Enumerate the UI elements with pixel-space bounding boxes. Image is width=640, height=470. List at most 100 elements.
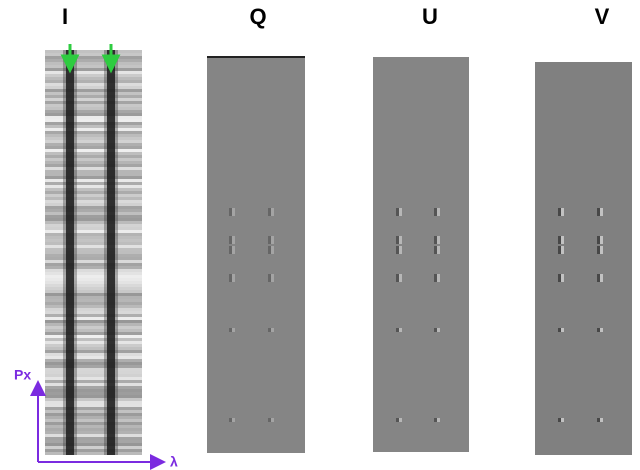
bright-spot — [399, 328, 402, 332]
stripe — [45, 89, 142, 92]
stripe — [45, 404, 142, 407]
stripe — [45, 50, 142, 53]
stripe — [45, 413, 142, 416]
stripe — [45, 392, 142, 395]
stripe — [45, 206, 142, 209]
stripe — [45, 215, 142, 218]
stripe — [45, 242, 142, 245]
dark-spot — [597, 246, 600, 254]
dark-spot — [597, 208, 600, 216]
dark-spot — [558, 418, 561, 422]
stripe — [45, 191, 142, 194]
dark-spot — [229, 328, 232, 332]
stripe — [45, 56, 142, 59]
stripe — [45, 134, 142, 137]
stripe — [45, 95, 142, 98]
stripe — [45, 185, 142, 188]
dark-spot — [229, 418, 232, 422]
dark-spot — [229, 246, 232, 254]
stokes-q-panel — [207, 57, 305, 453]
bright-spot — [600, 328, 603, 332]
bright-spot — [271, 274, 274, 282]
spectral-features — [229, 208, 603, 422]
y-axis-label: Px — [14, 367, 31, 383]
stripe — [45, 83, 142, 86]
stripe — [45, 74, 142, 77]
stripe — [45, 377, 142, 380]
stripe — [45, 287, 142, 290]
panel-label: U — [422, 4, 438, 29]
stripe — [45, 269, 142, 272]
bright-spot — [271, 418, 274, 422]
stripe — [45, 428, 142, 431]
dark-spot — [558, 236, 561, 244]
bright-spot — [399, 236, 402, 244]
bright-spot — [232, 246, 235, 254]
dark-spot — [558, 246, 561, 254]
dark-spot — [268, 328, 271, 332]
dark-spot — [268, 208, 271, 216]
dark-spot — [229, 236, 232, 244]
stripe — [45, 335, 142, 338]
x-axis-label: λ — [170, 454, 178, 470]
stripe — [45, 146, 142, 149]
stripe — [45, 290, 142, 293]
panel-label: I — [62, 4, 68, 29]
stripe — [45, 203, 142, 206]
stripe — [45, 401, 142, 404]
stripe — [45, 440, 142, 443]
stripe — [45, 365, 142, 368]
stripe — [45, 80, 142, 83]
stripe — [45, 317, 142, 320]
bright-spot — [561, 328, 564, 332]
stripe — [45, 143, 142, 146]
stripe — [45, 104, 142, 107]
stripe — [45, 140, 142, 143]
bright-spot — [437, 328, 440, 332]
stripe — [45, 293, 142, 296]
stripe — [45, 329, 142, 332]
stripe — [45, 326, 142, 329]
stripe — [45, 338, 142, 341]
stripe — [45, 395, 142, 398]
stripe — [45, 407, 142, 410]
stripe — [45, 197, 142, 200]
dark-spot — [268, 246, 271, 254]
dark-spot — [597, 328, 600, 332]
dark-spot — [434, 208, 437, 216]
bright-spot — [600, 236, 603, 244]
stripe — [45, 110, 142, 113]
stripe — [45, 200, 142, 203]
stripe — [45, 77, 142, 80]
stripe — [45, 350, 142, 353]
bright-spot — [561, 236, 564, 244]
dark-spot — [396, 246, 399, 254]
line-wing — [104, 50, 118, 455]
green-arrows — [60, 44, 121, 74]
stripe — [45, 368, 142, 371]
stripe — [45, 137, 142, 140]
bright-spot — [437, 246, 440, 254]
bright-spot — [232, 236, 235, 244]
bright-spot — [399, 246, 402, 254]
stripe — [45, 179, 142, 182]
stripe — [45, 431, 142, 434]
bright-spot — [399, 418, 402, 422]
stripe — [45, 452, 142, 455]
stripe — [45, 296, 142, 299]
stripe — [45, 98, 142, 101]
stripe — [45, 68, 142, 71]
bright-spot — [232, 274, 235, 282]
stripe — [45, 233, 142, 236]
stripe — [45, 149, 142, 152]
bright-spot — [271, 236, 274, 244]
dark-spot — [558, 328, 561, 332]
stripe — [45, 155, 142, 158]
stripe — [45, 167, 142, 170]
dark-spot — [396, 208, 399, 216]
bright-spot — [271, 328, 274, 332]
stripe — [45, 170, 142, 173]
bright-spot — [399, 208, 402, 216]
bright-spot — [561, 208, 564, 216]
stripe — [45, 230, 142, 233]
